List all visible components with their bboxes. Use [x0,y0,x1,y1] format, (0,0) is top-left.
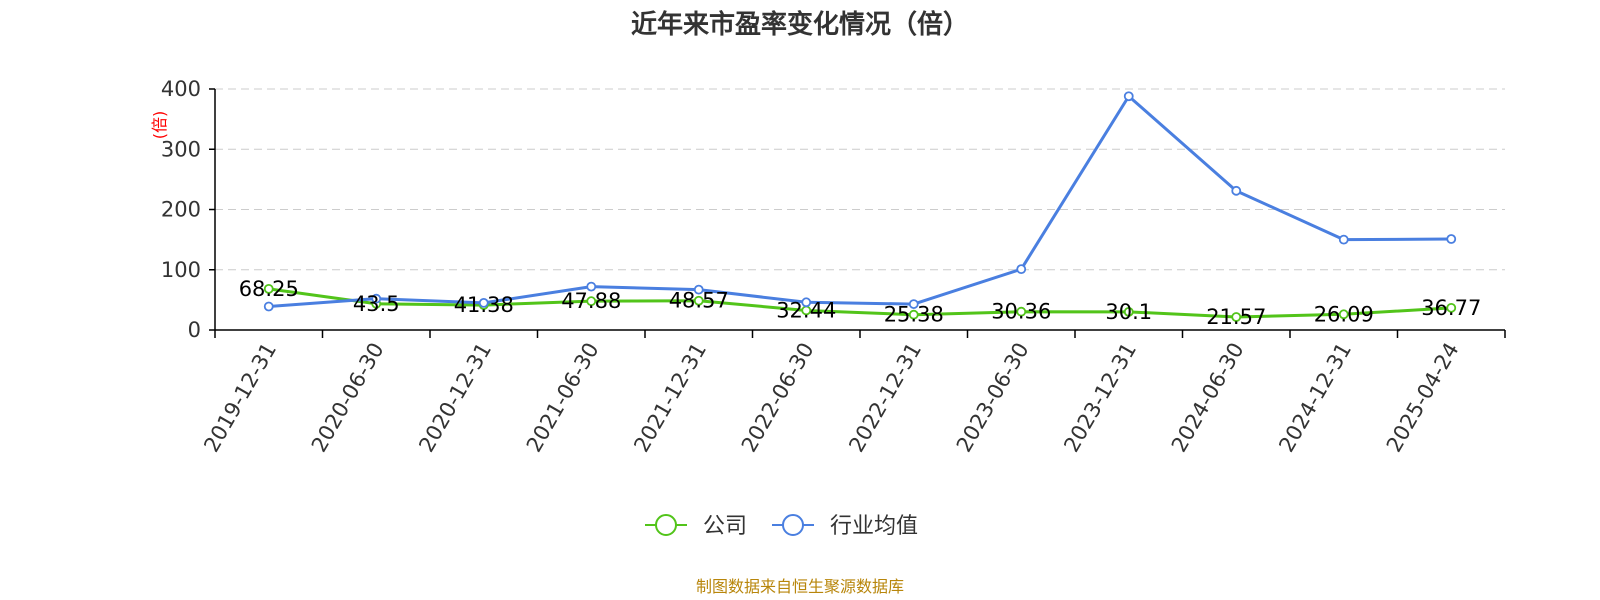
data-point [693,295,704,306]
data-label: 47.88 [561,289,621,313]
data-label: 48.57 [669,289,729,313]
x-tick-label: 2022-12-31 [844,339,926,457]
y-tick-label: 200 [161,198,201,222]
data-point [263,283,274,294]
data-point [586,296,597,307]
legend-marker [782,514,804,536]
y-tick-label: 300 [161,137,201,161]
data-point [801,297,812,308]
x-tick-label: 2023-12-31 [1059,339,1141,457]
x-tick-label: 2019-12-31 [199,339,281,457]
legend-label: 行业均值 [830,514,918,539]
data-point [1338,309,1349,320]
data-point [1123,306,1134,317]
data-point [908,299,919,309]
data-point [1123,91,1134,102]
x-tick-label: 2022-06-30 [737,339,819,457]
legend-marker [655,514,677,536]
data-label: 41.38 [454,293,514,317]
data-label: 26.09 [1314,302,1374,326]
data-label: 21.57 [1206,305,1266,329]
data-label: 30.1 [1105,300,1152,324]
chart-title: 近年来市盈率变化情况（倍） [631,9,969,40]
axes: 0 100 200 300 400 2019-12-31 2020-06-30 2020-12… [161,77,1506,457]
data-point [908,309,919,320]
y-axis-unit: (倍) [150,111,169,140]
series-line [268,94,1452,308]
legend-label: 公司 [703,514,747,539]
data-label: 25.38 [884,303,944,327]
x-tick-label: 2020-12-31 [414,339,496,457]
x-tick-label: 2023-06-30 [952,339,1034,457]
legend-item-industry-average: 行业均值 [772,514,918,539]
grid-lines [215,88,1505,271]
data-point [693,284,704,295]
data-label: 32.44 [776,298,836,322]
data-label: 43.5 [353,292,400,316]
series-layer [263,91,1457,322]
data-label: 36.77 [1421,296,1481,320]
data-point [1446,302,1457,313]
data-point [371,293,382,304]
x-tick-label: 2024-06-30 [1167,339,1249,457]
source-note: 制图数据来自恒生聚源数据库 [696,577,904,596]
data-point [1231,312,1242,322]
data-label: 30.36 [991,300,1051,324]
x-tick-label: 2025-04-24 [1382,339,1464,457]
y-tick-label: 0 [188,318,201,342]
data-point [586,281,597,292]
x-tick-label: 2021-12-31 [629,339,711,457]
x-tick-label: 2024-12-31 [1274,339,1356,457]
data-point [1446,234,1457,244]
series-company [263,283,1457,322]
data-point [1338,234,1349,245]
data-point [263,301,274,312]
data-point [1016,306,1027,317]
series-line [268,287,1452,319]
x-tick-label: 2021-06-30 [522,339,604,457]
legend: 公司 行业均值 [645,514,918,539]
data-point [1231,185,1242,196]
data-point [1016,264,1027,275]
data-point [478,297,489,308]
data-labels: 68.25 43.5 41.38 47.88 48.57 32.44 25.38 30.36 3… [239,277,1482,329]
x-tick-label: 2020-06-30 [307,339,389,457]
y-tick-label: 400 [161,77,201,101]
legend-item-company: 公司 [645,514,747,539]
data-label: 68.25 [239,277,299,301]
series-industry-average [263,91,1457,312]
y-tick-label: 100 [161,258,201,282]
